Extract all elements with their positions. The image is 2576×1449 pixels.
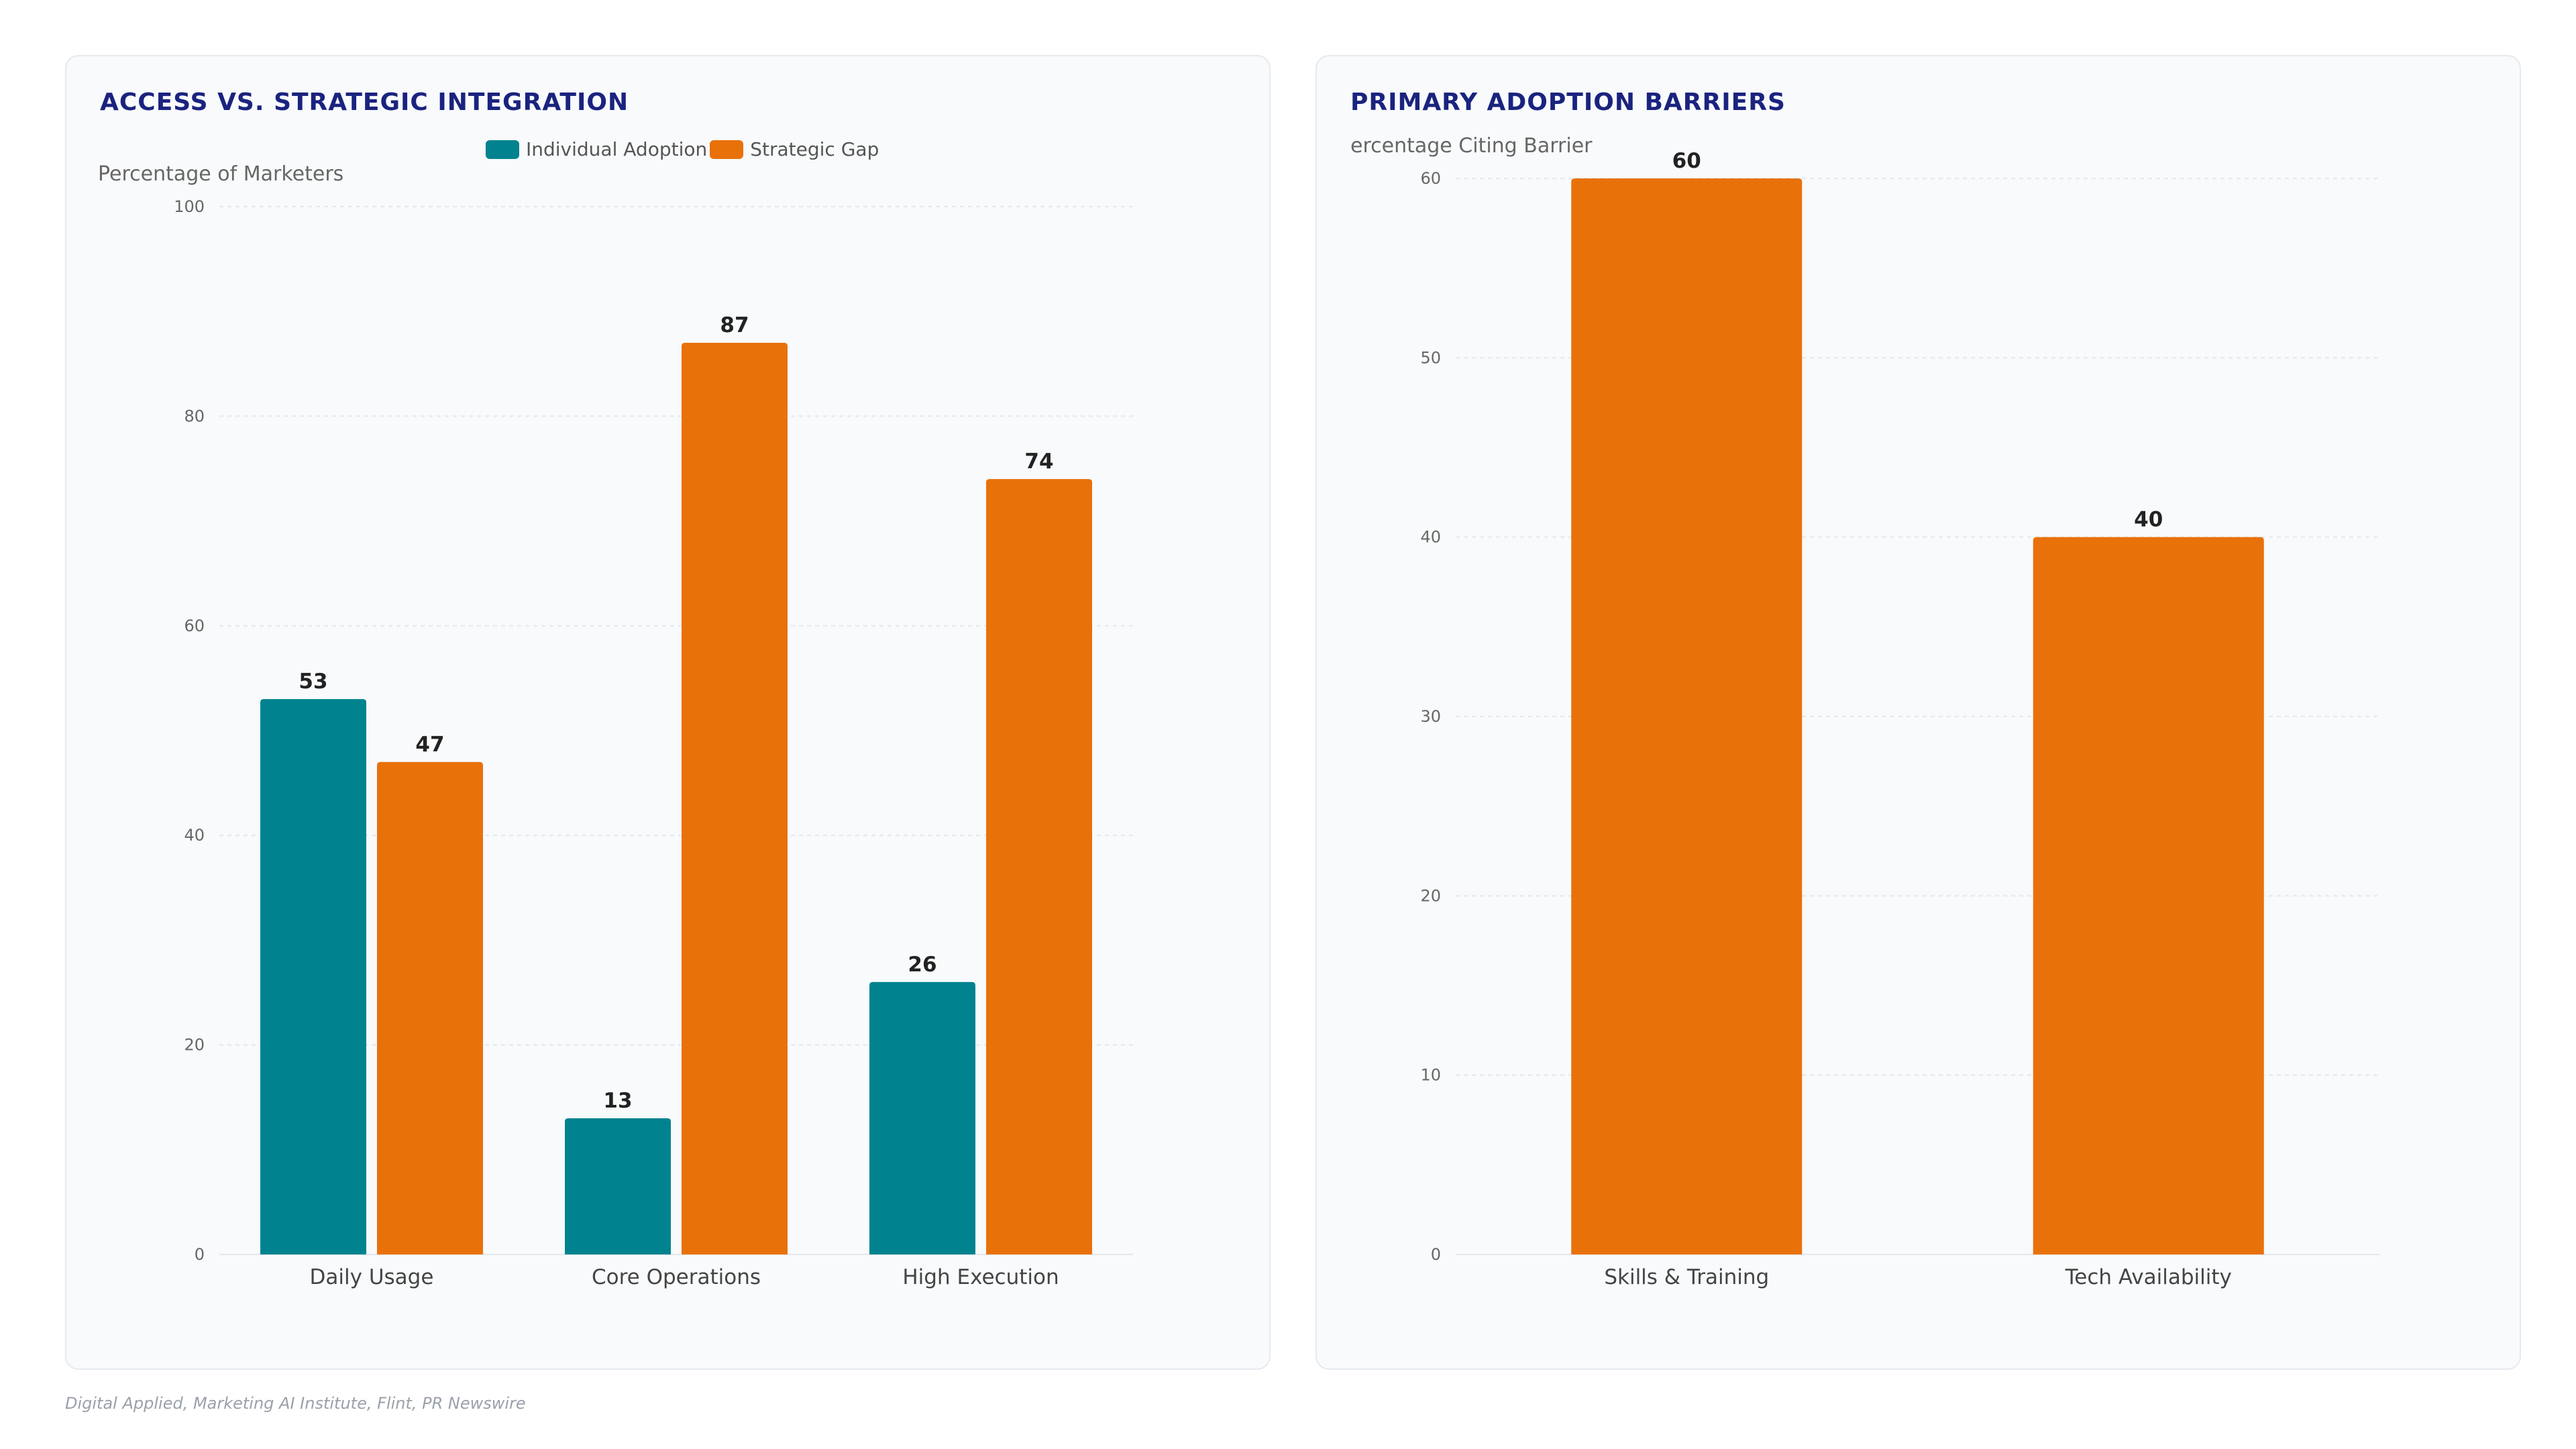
data-label: 13 xyxy=(603,1089,632,1113)
data-label: 53 xyxy=(299,669,327,694)
data-label: 60 xyxy=(1672,149,1701,173)
y-tick-label: 60 xyxy=(1420,169,1441,188)
chart-card-adoption-barriers: PRIMARY ADOPTION BARRIERS ercentage Citi… xyxy=(1316,55,2521,1370)
data-label: 26 xyxy=(908,953,936,977)
bar-chart-access-integration: 0 20 40 60 80 100 53 47 Daily Usage 13 87 Core Oper… xyxy=(174,197,1133,1289)
y-tick-label: 20 xyxy=(184,1036,205,1055)
data-label: 87 xyxy=(720,313,749,337)
legend-item-strategic-gap[interactable]: Strategic Gap xyxy=(710,138,879,160)
legend-item-individual-adoption[interactable]: Individual Adoption xyxy=(486,138,707,160)
y-tick-label: 10 xyxy=(1420,1066,1441,1085)
bar-skills-training xyxy=(1571,178,1803,1254)
legend-swatch-orange xyxy=(710,140,744,159)
chart-title: PRIMARY ADOPTION BARRIERS xyxy=(1350,89,1786,116)
legend-label: Strategic Gap xyxy=(750,138,879,160)
bar-chart-adoption-barriers: 0 10 20 30 40 50 60 60 Skills & Training 40 Tech A… xyxy=(1420,149,2379,1289)
x-category-label: High Execution xyxy=(902,1265,1059,1289)
y-axis-title: ercentage Citing Barrier xyxy=(1350,134,1593,158)
bar-tech-availability xyxy=(2033,537,2264,1254)
y-axis-title: Percentage of Marketers xyxy=(98,162,344,186)
x-category-label: Skills & Training xyxy=(1604,1265,1769,1289)
bar-daily-usage-strategic-gap xyxy=(377,761,483,1254)
y-tick-label: 50 xyxy=(1420,348,1441,367)
x-category-label: Core Operations xyxy=(592,1265,761,1289)
data-label: 47 xyxy=(415,733,444,757)
y-tick-label: 80 xyxy=(184,407,205,425)
bar-high-execution-individual-adoption xyxy=(869,981,975,1254)
bar-daily-usage-individual-adoption xyxy=(260,699,366,1254)
y-tick-label: 0 xyxy=(195,1245,205,1264)
data-label: 74 xyxy=(1024,449,1053,474)
bar-high-execution-strategic-gap xyxy=(986,479,1092,1254)
y-tick-label: 100 xyxy=(174,197,205,216)
bar-core-operations-individual-adoption xyxy=(565,1118,671,1254)
x-category-label: Daily Usage xyxy=(310,1265,434,1289)
legend: Individual Adoption Strategic Gap xyxy=(486,138,879,160)
y-tick-label: 40 xyxy=(184,826,205,845)
legend-label: Individual Adoption xyxy=(526,138,708,160)
y-tick-label: 20 xyxy=(1420,886,1441,905)
y-tick-label: 60 xyxy=(184,616,205,635)
y-tick-label: 30 xyxy=(1420,707,1441,726)
chart-card-access-integration: ACCESS VS. STRATEGIC INTEGRATION Individ… xyxy=(65,55,1271,1370)
y-tick-label: 40 xyxy=(1420,528,1441,547)
source-note: Digital Applied, Marketing AI Institute,… xyxy=(65,1394,526,1413)
chart-title: ACCESS VS. STRATEGIC INTEGRATION xyxy=(100,89,629,116)
y-tick-label: 0 xyxy=(1431,1245,1441,1264)
data-label: 40 xyxy=(2134,508,2163,532)
x-category-label: Tech Availability xyxy=(2065,1265,2232,1289)
legend-swatch-teal xyxy=(486,140,519,159)
bar-core-operations-strategic-gap xyxy=(682,343,788,1254)
